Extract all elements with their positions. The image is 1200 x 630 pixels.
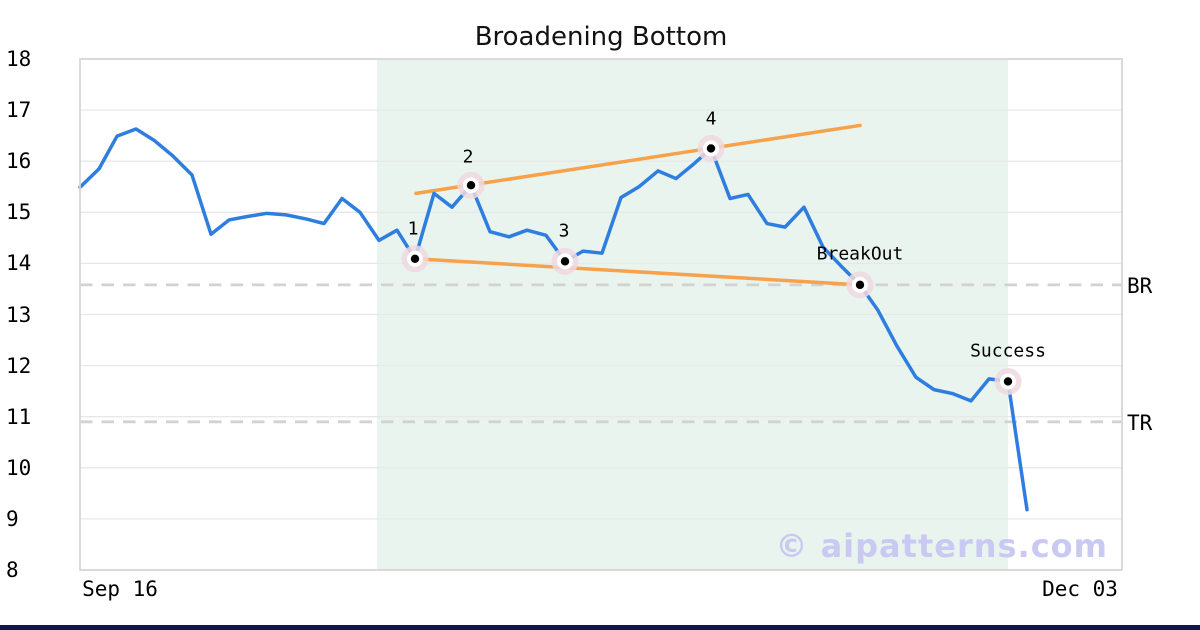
marker-dot-4: [706, 144, 716, 153]
y-tick-17: 17: [6, 98, 32, 123]
marker-dot-3: [560, 257, 570, 266]
y-tick-12: 12: [6, 353, 32, 378]
marker-dot-success: [1003, 377, 1013, 386]
point-label-success: Success: [970, 340, 1046, 362]
bottom-bar: [0, 625, 1200, 630]
y-tick-8: 8: [6, 558, 19, 582]
chart-title: Broadening Bottom: [474, 22, 728, 52]
x-tick-start-date: Sep 16: [82, 577, 158, 601]
point-label-1: 1: [407, 218, 419, 240]
upper-broadening-line: [414, 123, 862, 196]
y-tick-18: 18: [6, 47, 32, 71]
axes-frame: [79, 58, 1123, 571]
watermark: © aipatterns.com: [775, 527, 1108, 565]
point-label-3: 3: [558, 220, 570, 242]
y-tick-14: 14: [6, 251, 32, 276]
target-level-label: TR: [1127, 410, 1153, 435]
point-label-4: 4: [705, 108, 717, 130]
y-tick-15: 15: [6, 200, 32, 225]
marker-dot-2: [466, 181, 476, 190]
x-tick-end-date: Dec 03: [1042, 577, 1118, 601]
marker-dot-1: [410, 254, 420, 264]
y-tick-16: 16: [6, 149, 32, 174]
y-tick-10: 10: [6, 455, 32, 480]
y-tick-11: 11: [6, 404, 32, 429]
y-tick-9: 9: [6, 506, 19, 531]
price-line: [78, 127, 1029, 512]
breakout-level-label: BR: [1127, 273, 1153, 298]
lower-broadening-line: [413, 257, 862, 287]
point-label-breakout: BreakOut: [816, 243, 904, 265]
marker-dot-breakout: [855, 280, 865, 290]
point-label-2: 2: [462, 146, 474, 168]
y-tick-13: 13: [6, 302, 32, 327]
